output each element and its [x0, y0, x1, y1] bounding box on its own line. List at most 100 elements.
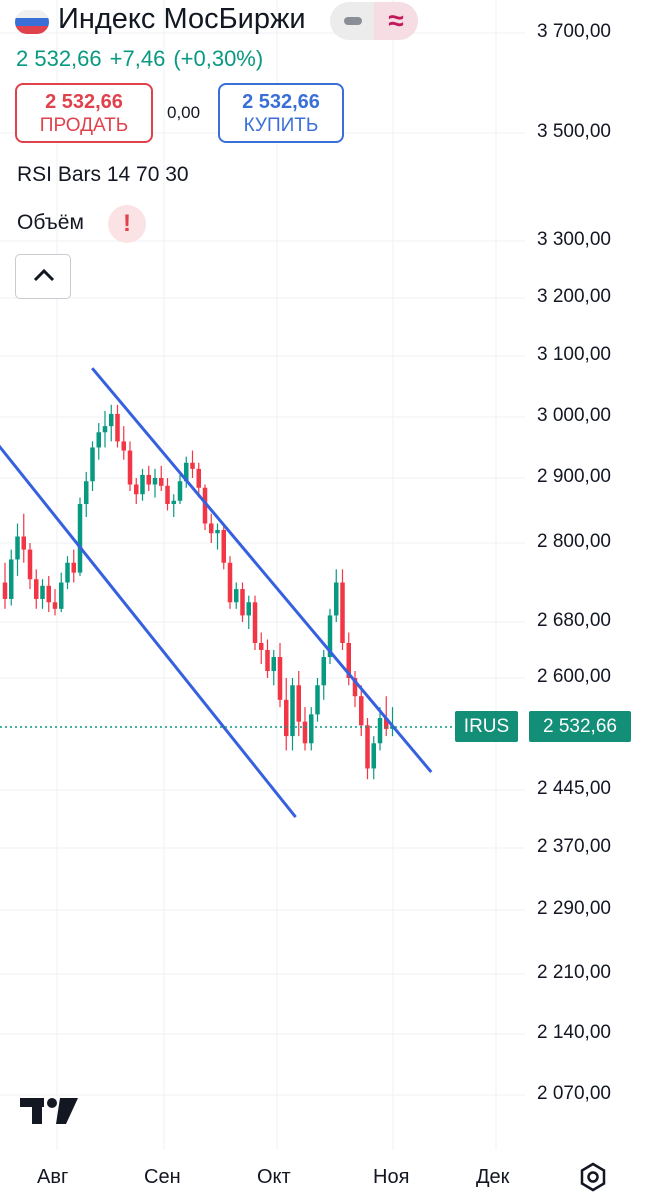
candle [109, 413, 114, 427]
candle [234, 589, 239, 603]
instrument-title[interactable]: Индекс МосБиржи [58, 3, 306, 35]
sell-price: 2 532,66 [45, 91, 123, 113]
price-scale-label: 2 070,00 [537, 1083, 611, 1104]
candle [71, 562, 76, 573]
candle [246, 602, 251, 616]
candle [159, 478, 164, 486]
candle [384, 718, 389, 729]
candle [240, 589, 245, 616]
price-scale-label: 2 900,00 [537, 466, 611, 487]
candle [215, 530, 220, 534]
candle [227, 562, 233, 603]
candle [184, 462, 189, 482]
price-scale-label: 3 700,00 [537, 21, 611, 42]
tradingview-logo-icon[interactable] [20, 1096, 78, 1131]
candle [202, 487, 208, 524]
candle [140, 474, 145, 495]
candle [359, 696, 364, 726]
buy-price: 2 532,66 [242, 91, 320, 113]
current-price: 2 532,66 [16, 46, 102, 71]
candle [296, 685, 301, 722]
price-scale-label: 2 680,00 [537, 610, 611, 631]
minus-icon[interactable] [344, 17, 362, 25]
candle [221, 530, 226, 563]
candle [27, 549, 33, 580]
sell-button[interactable]: 2 532,66 ПРОДАТЬ [15, 83, 153, 143]
channel-lower-line[interactable] [0, 417, 297, 819]
buy-button[interactable]: 2 532,66 КУПИТЬ [218, 83, 344, 143]
price-scale-label: 2 800,00 [537, 531, 611, 552]
warning-icon[interactable]: ! [108, 205, 146, 243]
russia-flag-icon [15, 10, 49, 34]
chevron-up-icon [33, 268, 55, 282]
candle [327, 615, 333, 657]
candle [290, 685, 295, 737]
last-price-tag: 2 532,66 [529, 711, 631, 742]
channel-upper-line[interactable] [91, 367, 433, 773]
price-scale-label: 3 200,00 [537, 286, 611, 307]
candle [277, 657, 283, 700]
price-scale-label: 3 500,00 [537, 121, 611, 142]
buy-label: КУПИТЬ [243, 115, 319, 136]
candle [302, 721, 308, 744]
candle [15, 536, 20, 560]
settings-hexagon-icon[interactable] [578, 1162, 608, 1197]
approx-wave-icon[interactable]: ≈ [374, 2, 418, 40]
candle [196, 468, 201, 488]
candle [209, 523, 214, 534]
candle [115, 413, 120, 442]
candle [84, 481, 89, 504]
price-scale-label: 2 600,00 [537, 666, 611, 687]
candle [96, 432, 101, 448]
candle [340, 582, 345, 643]
time-scale-label: Ноя [373, 1166, 410, 1188]
candle [2, 582, 8, 599]
chart-style-toggle[interactable]: ≈ [330, 2, 418, 40]
price-scale-label: 3 000,00 [537, 405, 611, 426]
time-scale-label: Сен [144, 1166, 181, 1188]
rsi-indicator-label[interactable]: RSI Bars 14 70 30 [17, 163, 189, 186]
candle [171, 500, 176, 504]
candle [59, 582, 64, 609]
price-change: 2 532,66 +7,46 (+0,30%) [16, 46, 271, 72]
candle [371, 743, 376, 769]
candle [315, 685, 320, 715]
candle [334, 582, 339, 616]
candle [265, 650, 270, 671]
candle [21, 536, 26, 550]
candle [352, 678, 358, 697]
collapse-button[interactable] [15, 254, 71, 299]
price-scale-label: 2 290,00 [537, 898, 611, 919]
volume-indicator-label[interactable]: Объём [17, 211, 84, 234]
candle [365, 725, 370, 769]
candle [134, 484, 139, 495]
sell-label: ПРОДАТЬ [39, 115, 129, 136]
candle [9, 559, 14, 599]
price-scale-label: 2 445,00 [537, 778, 611, 799]
candle [321, 657, 326, 686]
candle [377, 718, 383, 744]
candle [146, 474, 151, 485]
candle [309, 714, 314, 744]
candle [190, 462, 195, 469]
candle [271, 657, 276, 671]
candle [52, 602, 58, 609]
time-scale-label: Авг [37, 1166, 69, 1188]
candle [165, 485, 170, 504]
candle [34, 579, 39, 599]
candle [259, 643, 264, 650]
candle [177, 481, 183, 501]
candle [284, 699, 289, 737]
candle [152, 478, 158, 485]
price-scale-label: 2 210,00 [537, 962, 611, 983]
candle [90, 447, 95, 482]
change-abs: +7,46 [109, 46, 166, 71]
price-scale-label: 2 140,00 [537, 1022, 611, 1043]
candle [252, 602, 258, 643]
time-scale-label: Окт [257, 1166, 291, 1188]
candle [40, 585, 45, 599]
change-pct: (+0,30%) [173, 46, 264, 71]
price-scale-label: 3 300,00 [537, 229, 611, 250]
price-scale-label: 2 370,00 [537, 836, 611, 857]
